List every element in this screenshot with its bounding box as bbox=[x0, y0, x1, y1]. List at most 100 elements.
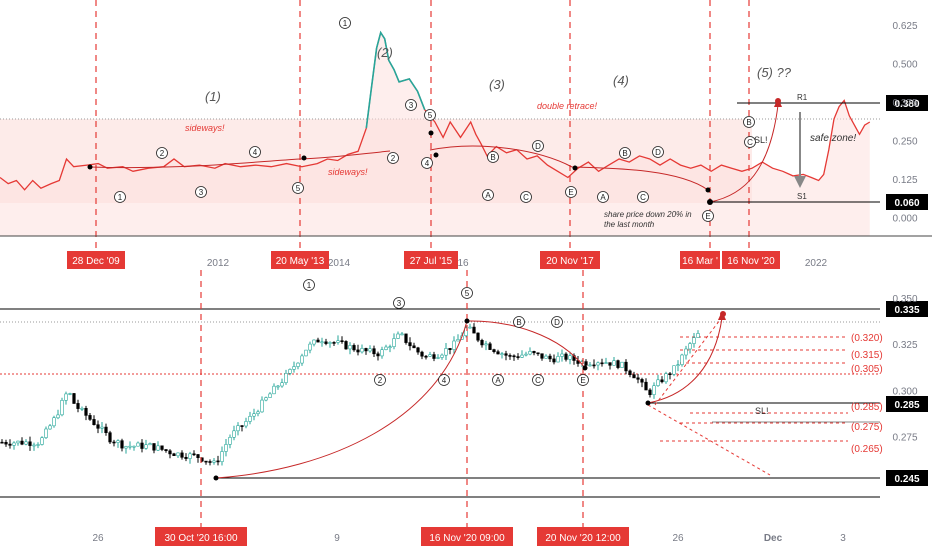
target-dot bbox=[720, 311, 726, 317]
candle-body bbox=[224, 444, 228, 452]
wave-label-2: (2) bbox=[377, 45, 393, 60]
wave-marker-circle bbox=[339, 17, 351, 29]
candle-body bbox=[636, 377, 640, 380]
candle-body bbox=[532, 350, 536, 354]
candle-body bbox=[8, 443, 12, 446]
candle-body bbox=[608, 362, 612, 366]
bottom-x-axis: 26 9 26 Dec 3 bbox=[92, 533, 846, 544]
double-retrace-curve bbox=[429, 145, 573, 168]
tag-text: 0.335 bbox=[894, 305, 919, 316]
candle-body bbox=[124, 446, 128, 449]
candle-body bbox=[316, 339, 320, 343]
wave-marker-text: E bbox=[580, 376, 585, 385]
candle-body bbox=[68, 393, 72, 395]
candle-body bbox=[364, 348, 368, 352]
candle-body bbox=[492, 349, 496, 353]
target-label: (0.305) bbox=[851, 364, 883, 375]
y-tick-label: 0.250 bbox=[892, 137, 917, 148]
wave-marker-circle bbox=[292, 182, 304, 194]
candle-body bbox=[56, 414, 60, 419]
date-tag-text: 20 May '13 bbox=[276, 256, 325, 267]
candle-body bbox=[524, 353, 528, 356]
candle-body bbox=[332, 342, 336, 344]
low-price-tag: 0.245 bbox=[886, 470, 928, 486]
candle-body bbox=[36, 444, 40, 446]
candle-body bbox=[76, 403, 80, 409]
candle-body bbox=[276, 385, 280, 388]
wave-marker-circle bbox=[156, 147, 168, 159]
date-tag-bg bbox=[404, 251, 458, 269]
wave-marker-circle bbox=[532, 140, 544, 152]
candle-body bbox=[92, 419, 96, 425]
candle-body bbox=[300, 355, 304, 364]
y-tick-label: 0.500 bbox=[892, 60, 917, 71]
candle-body bbox=[220, 451, 224, 462]
candle-body bbox=[240, 425, 244, 427]
wave-marker-circle bbox=[513, 316, 525, 328]
candle-body bbox=[252, 413, 256, 417]
candle-body bbox=[380, 349, 384, 357]
pivot-dot bbox=[433, 152, 439, 158]
candle-body bbox=[416, 347, 420, 353]
candle-body bbox=[292, 366, 296, 370]
candle-body bbox=[140, 442, 144, 449]
candle-body bbox=[360, 348, 364, 353]
downside-projection bbox=[647, 404, 771, 476]
price-area-fill bbox=[0, 32, 870, 236]
candle-body bbox=[168, 450, 172, 455]
wave-marker-circle bbox=[405, 99, 417, 111]
y-tick-label: 0.375 bbox=[892, 98, 917, 109]
candle-body bbox=[584, 361, 588, 366]
wave-marker-text: 2 bbox=[378, 376, 383, 385]
wave-marker-circle bbox=[421, 157, 433, 169]
candle-body bbox=[432, 354, 436, 359]
candle-body bbox=[556, 356, 560, 363]
candle-body bbox=[564, 353, 568, 360]
candle-body bbox=[476, 332, 480, 341]
candle-body bbox=[520, 354, 524, 358]
date-tag-bg bbox=[155, 527, 247, 546]
y-tick-label: 0.350 bbox=[892, 294, 917, 305]
candle-body bbox=[268, 393, 272, 398]
candle-body bbox=[488, 343, 492, 350]
candle-body bbox=[456, 339, 460, 342]
wave-marker-text: B bbox=[490, 153, 495, 162]
candle-body bbox=[260, 399, 264, 413]
candle-body bbox=[400, 333, 404, 336]
target-label: (0.285) bbox=[851, 402, 883, 413]
target-label: (0.275) bbox=[851, 422, 883, 433]
wave-marker-text: 5 bbox=[296, 184, 301, 193]
candle-body bbox=[20, 440, 24, 445]
pivot-dot bbox=[213, 475, 219, 481]
wave-marker-text: 3 bbox=[409, 101, 414, 110]
wave-marker-text: B bbox=[622, 149, 627, 158]
candle-body bbox=[588, 364, 592, 367]
candle-body bbox=[444, 348, 448, 356]
y-tick-label: 0.625 bbox=[892, 21, 917, 32]
candle-body bbox=[180, 452, 184, 458]
candle-body bbox=[128, 445, 132, 448]
candle-body bbox=[164, 449, 168, 452]
candle-body bbox=[308, 343, 312, 351]
x-tick-label: 26 bbox=[672, 533, 684, 544]
candle-body bbox=[192, 453, 196, 456]
date-tag-text: 16 Mar ' bbox=[682, 256, 718, 267]
wave-label-5: (5) ?? bbox=[757, 65, 792, 80]
candle-body bbox=[148, 443, 152, 446]
wave-marker-text: 4 bbox=[253, 148, 258, 157]
wave-marker-circle bbox=[482, 189, 494, 201]
candle-body bbox=[656, 379, 660, 386]
candle-body bbox=[132, 445, 136, 448]
candle-body bbox=[676, 364, 680, 367]
candle-body bbox=[320, 341, 324, 344]
candle-body bbox=[284, 372, 288, 383]
tag-text: 0.285 bbox=[894, 400, 919, 411]
candle-body bbox=[232, 430, 236, 438]
pivot-dot bbox=[705, 187, 711, 193]
pivot-dot bbox=[707, 199, 713, 205]
wave-marker-text: 5 bbox=[465, 289, 470, 298]
date-tag-text: 28 Dec '09 bbox=[72, 256, 120, 267]
date-tag-bg bbox=[67, 251, 125, 269]
candle-body bbox=[32, 444, 36, 447]
candle-body bbox=[652, 385, 656, 396]
